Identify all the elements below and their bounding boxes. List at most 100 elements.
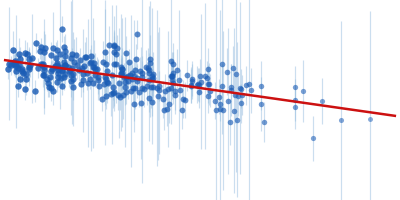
Point: [116, 81, 122, 85]
Point: [77, 59, 84, 62]
Point: [168, 79, 175, 82]
Point: [123, 90, 129, 93]
Point: [22, 51, 29, 54]
Point: [198, 80, 204, 83]
Point: [213, 109, 220, 112]
Point: [49, 47, 56, 50]
Point: [310, 137, 316, 140]
Point: [59, 28, 66, 31]
Point: [217, 102, 223, 105]
Point: [88, 54, 95, 57]
Point: [164, 107, 170, 111]
Point: [174, 68, 180, 71]
Point: [123, 75, 129, 78]
Point: [148, 77, 155, 80]
Point: [220, 108, 227, 112]
Point: [26, 66, 32, 69]
Point: [45, 82, 51, 85]
Point: [11, 60, 18, 63]
Point: [121, 80, 128, 84]
Point: [217, 108, 223, 111]
Point: [162, 90, 168, 93]
Point: [59, 70, 66, 73]
Point: [117, 72, 124, 75]
Point: [12, 61, 18, 64]
Point: [118, 71, 125, 74]
Point: [139, 76, 145, 79]
Point: [29, 56, 36, 60]
Point: [111, 44, 117, 47]
Point: [19, 70, 26, 73]
Point: [246, 83, 252, 86]
Point: [155, 84, 162, 88]
Point: [103, 95, 109, 98]
Point: [31, 89, 38, 92]
Point: [48, 86, 54, 90]
Point: [204, 82, 211, 85]
Point: [168, 74, 174, 77]
Point: [172, 90, 178, 93]
Point: [113, 63, 120, 66]
Point: [228, 85, 235, 88]
Point: [169, 74, 175, 77]
Point: [243, 84, 250, 87]
Point: [207, 89, 213, 92]
Point: [40, 74, 46, 77]
Point: [68, 79, 74, 82]
Point: [57, 52, 63, 55]
Point: [233, 72, 239, 75]
Point: [65, 65, 72, 68]
Point: [145, 67, 151, 70]
Point: [148, 74, 155, 78]
Point: [12, 62, 18, 65]
Point: [169, 74, 175, 77]
Point: [41, 68, 47, 71]
Point: [118, 65, 124, 68]
Point: [53, 48, 60, 52]
Point: [225, 99, 231, 103]
Point: [124, 74, 131, 77]
Point: [78, 67, 85, 70]
Point: [141, 87, 148, 90]
Point: [128, 89, 134, 92]
Point: [83, 56, 89, 59]
Point: [10, 49, 16, 52]
Point: [6, 62, 12, 65]
Point: [61, 60, 68, 64]
Point: [23, 77, 30, 80]
Point: [103, 78, 110, 81]
Point: [68, 56, 74, 60]
Point: [90, 65, 96, 69]
Point: [112, 52, 119, 56]
Point: [134, 33, 140, 36]
Point: [146, 79, 152, 82]
Point: [194, 83, 201, 86]
Point: [41, 65, 48, 68]
Point: [110, 85, 116, 88]
Point: [41, 74, 48, 77]
Point: [189, 77, 196, 80]
Point: [72, 54, 79, 57]
Point: [125, 80, 132, 83]
Point: [231, 109, 237, 112]
Point: [76, 69, 82, 72]
Point: [44, 77, 50, 80]
Point: [94, 68, 100, 71]
Point: [103, 62, 109, 65]
Point: [172, 94, 179, 97]
Point: [166, 103, 172, 106]
Point: [48, 54, 54, 57]
Point: [123, 52, 129, 55]
Point: [40, 51, 47, 54]
Point: [134, 76, 140, 79]
Point: [24, 53, 30, 56]
Point: [148, 85, 154, 88]
Point: [107, 92, 114, 96]
Point: [38, 62, 44, 65]
Point: [54, 61, 60, 65]
Point: [22, 88, 29, 91]
Point: [37, 49, 43, 53]
Point: [160, 109, 167, 112]
Point: [292, 86, 298, 89]
Point: [126, 60, 132, 64]
